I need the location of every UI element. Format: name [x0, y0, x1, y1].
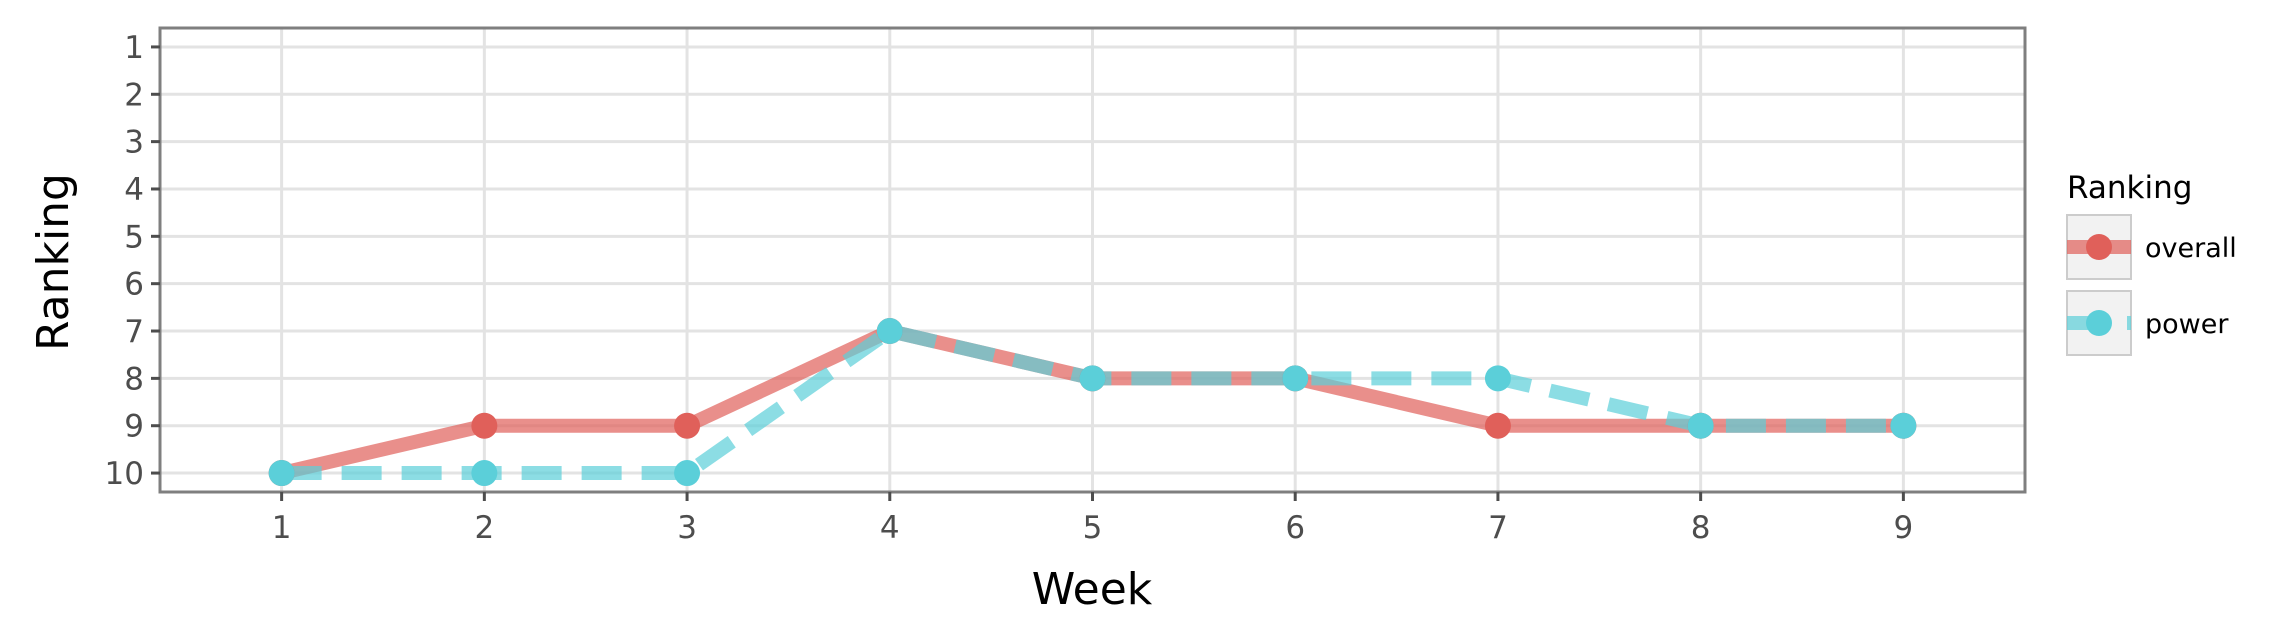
y-tick-label-10: 10	[105, 456, 144, 492]
y-tick-label-8: 8	[124, 361, 144, 397]
y-tick-label-3: 3	[124, 125, 144, 161]
point-power-week-4	[876, 318, 903, 345]
x-tick-label-3: 3	[677, 510, 697, 546]
series-points	[268, 318, 1917, 487]
x-tick-label-4: 4	[880, 510, 900, 546]
y-axis: 1 2 3 4 5 6 7 8 9 10	[105, 30, 160, 492]
point-power-week-8	[1687, 412, 1714, 439]
x-tick-label-8: 8	[1691, 510, 1711, 546]
point-power-week-9	[1890, 412, 1917, 439]
point-overall-week-3	[674, 412, 701, 439]
legend-marker-overall	[2086, 234, 2112, 260]
legend-marker-power	[2086, 310, 2112, 336]
point-power-week-6	[1282, 365, 1309, 392]
point-power-week-5	[1079, 365, 1106, 392]
point-power-week-3	[674, 460, 701, 487]
y-tick-label-2: 2	[124, 77, 144, 113]
point-power-week-2	[471, 460, 498, 487]
y-tick-label-4: 4	[124, 172, 144, 208]
y-tick-label-5: 5	[124, 219, 144, 255]
legend-label-overall: overall	[2145, 233, 2237, 264]
point-power-week-7	[1484, 365, 1511, 392]
x-tick-label-9: 9	[1894, 510, 1914, 546]
y-tick-label-1: 1	[124, 30, 144, 66]
y-tick-label-7: 7	[124, 314, 144, 350]
x-tick-label-1: 1	[272, 510, 292, 546]
legend-title: Ranking	[2067, 170, 2192, 206]
legend-label-power: power	[2145, 309, 2229, 340]
y-axis-title: Ranking	[28, 173, 79, 351]
x-tick-label-7: 7	[1488, 510, 1508, 546]
x-axis: 1 2 3 4 5 6 7 8 9	[272, 492, 1913, 546]
y-tick-label-6: 6	[124, 267, 144, 303]
x-axis-title: Week	[1032, 564, 1153, 615]
x-tick-label-2: 2	[474, 510, 494, 546]
point-power-week-1	[268, 460, 295, 487]
point-overall-week-2	[471, 412, 498, 439]
x-tick-label-6: 6	[1285, 510, 1305, 546]
x-tick-label-5: 5	[1083, 510, 1103, 546]
point-overall-week-7	[1484, 412, 1511, 439]
y-tick-label-9: 9	[124, 409, 144, 445]
legend: Ranking overall power	[2066, 170, 2237, 356]
